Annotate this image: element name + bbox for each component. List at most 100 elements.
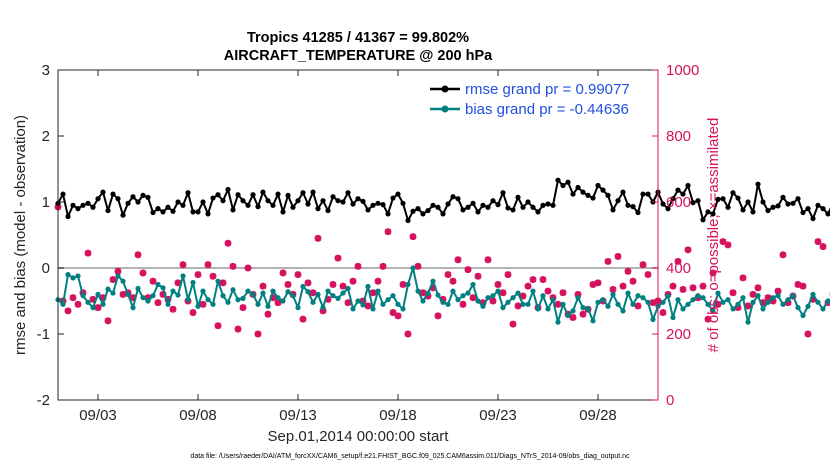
obs-count-point — [164, 295, 172, 303]
rmse-point — [755, 181, 761, 187]
rmse-point — [325, 207, 331, 214]
bias-point — [325, 288, 331, 294]
bias-point — [175, 292, 181, 298]
rmse-point — [310, 189, 316, 195]
rmse-point — [710, 211, 716, 217]
bias-point — [235, 297, 241, 303]
rmse-point — [300, 190, 306, 196]
bias-point — [780, 301, 786, 307]
rmse-point — [80, 202, 86, 208]
bias-point — [80, 293, 86, 299]
rmse-point — [770, 204, 776, 210]
rmse-point — [645, 191, 651, 197]
rmse-point — [670, 196, 676, 202]
bias-point — [760, 306, 766, 312]
rmse-point — [435, 204, 441, 210]
bias-point — [85, 299, 91, 305]
obs-count-point — [439, 295, 447, 303]
obs-count-point — [264, 310, 272, 318]
rmse-point — [180, 202, 186, 208]
rmse-point — [420, 211, 426, 217]
obs-count-point — [639, 261, 647, 269]
rmse-series — [55, 177, 830, 224]
rmse-point — [185, 190, 191, 196]
bias-point — [820, 306, 826, 312]
rmse-point — [580, 189, 586, 195]
bias-point — [60, 301, 66, 307]
rmse-point — [335, 198, 341, 204]
bias-point — [330, 293, 336, 299]
x-axis-label: Sep.01,2014 00:00:00 start — [268, 428, 450, 445]
obs-count-point — [209, 272, 217, 280]
bias-point — [500, 305, 506, 311]
bias-point — [425, 290, 431, 296]
rmse-point — [630, 204, 636, 210]
obs-count-point — [579, 310, 587, 318]
bias-point — [675, 297, 681, 303]
obs-count-point — [349, 277, 357, 285]
bias-point — [310, 299, 316, 305]
obs-count-point — [589, 281, 597, 288]
rmse-point — [250, 192, 256, 198]
bias-point — [600, 297, 606, 303]
obs-count-point — [469, 294, 477, 302]
bias-point — [360, 302, 366, 308]
obs-count-point — [169, 305, 177, 313]
obs-count-point — [759, 299, 767, 307]
bias-point — [685, 301, 691, 307]
bias-point — [580, 305, 586, 311]
obs-count-point — [519, 292, 527, 300]
rmse-point — [715, 196, 721, 202]
obs-count-point — [544, 287, 552, 295]
rmse-point — [775, 203, 781, 209]
bias-point — [575, 295, 581, 301]
bias-point — [825, 298, 830, 304]
obs-count-point — [624, 267, 632, 275]
bias-point — [385, 297, 391, 303]
rmse-point — [215, 192, 221, 198]
rmse-point — [600, 187, 606, 193]
obs-count-point — [669, 282, 677, 290]
x-tick-label: 09/28 — [579, 407, 617, 424]
bias-point — [190, 279, 196, 286]
x-axis-ticks: 09/03 09/08 09/13 09/18 09/23 09/28 — [79, 70, 617, 424]
bias-point — [810, 291, 816, 297]
y-axis-right-label: # of obs: o=possible; ×=assimilated — [705, 118, 722, 353]
rmse-point — [450, 194, 456, 200]
rmse-point — [195, 209, 201, 215]
bias-point — [645, 299, 651, 305]
bias-point — [705, 301, 711, 307]
bias-point — [255, 301, 261, 307]
obs-count-point — [659, 309, 667, 316]
rmse-point — [115, 196, 121, 202]
bias-point — [165, 301, 171, 307]
chart-title-line1: Tropics 41285 / 41367 = 99.802% — [247, 30, 469, 46]
obs-count-point — [819, 243, 827, 250]
bias-point — [210, 301, 216, 307]
obs-count-point — [814, 238, 822, 245]
bias-point — [340, 290, 346, 296]
rmse-point — [480, 202, 486, 208]
obs-count-point — [679, 286, 687, 293]
rmse-point — [315, 206, 321, 212]
bias-point — [615, 301, 621, 307]
rmse-point — [730, 190, 736, 196]
bias-point — [435, 292, 441, 298]
bias-point — [205, 297, 211, 303]
bias-point — [770, 295, 776, 301]
bias-point — [220, 293, 226, 299]
bias-point — [815, 299, 821, 305]
bias-point — [455, 297, 461, 303]
bias-point — [275, 295, 281, 301]
obs-count-point — [69, 294, 77, 302]
rmse-point — [685, 182, 691, 189]
bias-point — [790, 293, 796, 299]
bias-point — [565, 312, 571, 319]
obs-count-point — [369, 289, 377, 297]
obs-count-point — [134, 251, 142, 259]
obs-count-point — [144, 294, 152, 302]
rmse-point — [535, 209, 541, 215]
legend-bias-label: bias grand pr = -0.44636 — [465, 101, 629, 118]
bias-point — [430, 278, 436, 284]
rmse-point — [800, 209, 806, 216]
